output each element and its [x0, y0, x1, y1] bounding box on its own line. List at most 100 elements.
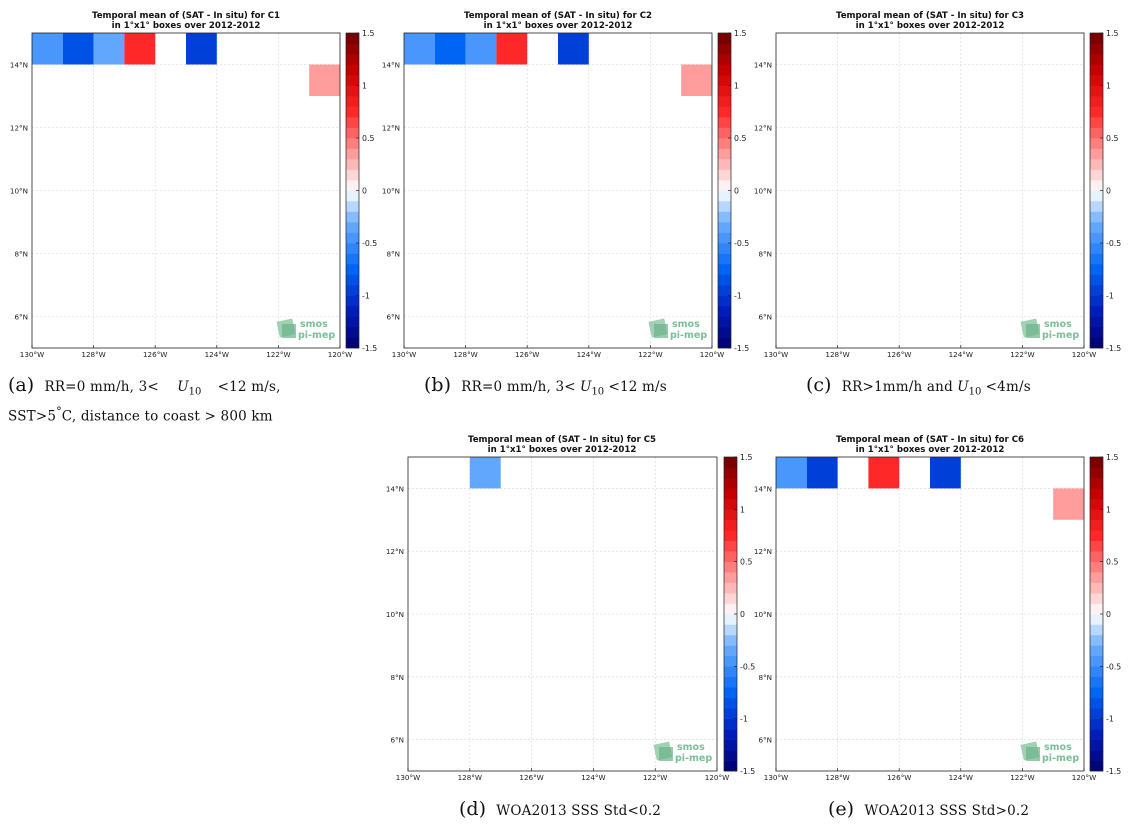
- x-tick-label: 124°W: [949, 773, 973, 782]
- colorbar-segment: [1090, 43, 1103, 55]
- colorbar-tick-label: 1: [734, 82, 739, 91]
- colorbar-segment: [724, 739, 737, 751]
- y-tick-label: 12°N: [386, 547, 404, 556]
- colorbar-segment: [1090, 457, 1103, 468]
- colorbar-segment: [1090, 201, 1103, 212]
- colorbar-segment: [718, 316, 731, 328]
- x-tick-label: 124°W: [949, 350, 973, 359]
- colorbar-segment: [718, 43, 731, 55]
- colorbar-segment: [1090, 634, 1103, 646]
- logo-mark-inner: [282, 324, 296, 338]
- colorbar-segment: [1090, 467, 1103, 479]
- colorbar-segment: [718, 327, 731, 338]
- data-cell: [124, 33, 156, 65]
- colorbar-tick-label: 1.5: [1106, 453, 1118, 462]
- x-tick-label: 124°W: [581, 773, 605, 782]
- colorbar-segment: [718, 274, 731, 286]
- plot-frame: [31, 32, 341, 349]
- colorbar-segment: [1090, 316, 1103, 328]
- y-tick-label: 14°N: [10, 61, 28, 70]
- data-cell: [434, 33, 466, 65]
- map-panel-1: Temporal mean of (SAT - In situ) for C1i…: [10, 11, 377, 359]
- colorbar-segment: [718, 75, 731, 86]
- colorbar-tick-label: 1: [1106, 82, 1111, 91]
- data-cell: [776, 457, 807, 489]
- data-cell: [32, 33, 63, 65]
- logo-mark-inner: [1026, 324, 1040, 338]
- x-tick-label: 128°W: [453, 350, 477, 359]
- colorbar-segment: [724, 750, 737, 761]
- colorbar-segment: [724, 624, 737, 636]
- colorbar-segment: [718, 159, 731, 170]
- colorbar-segment: [718, 253, 731, 265]
- colorbar-tick-label: 0.5: [362, 134, 374, 143]
- colorbar-segment: [1090, 498, 1103, 510]
- y-tick-label: 8°N: [386, 250, 400, 259]
- colorbar-segment: [1090, 295, 1103, 307]
- colorbar-segment: [1090, 306, 1103, 317]
- data-cell: [404, 33, 435, 65]
- colorbar-segment: [718, 180, 731, 191]
- colorbar-segment: [724, 488, 737, 500]
- colorbar-segment: [346, 138, 359, 149]
- colorbar-segment: [718, 285, 731, 296]
- colorbar-segment: [346, 180, 359, 191]
- data-cell: [465, 33, 497, 65]
- colorbar-segment: [718, 222, 731, 233]
- data-cell: [558, 33, 589, 65]
- data-cell: [930, 457, 961, 489]
- caption-e-label: (e): [828, 798, 855, 820]
- colorbar-segment: [1090, 655, 1103, 667]
- colorbar-tick-label: 0: [362, 187, 367, 196]
- colorbar-segment: [346, 43, 359, 55]
- panel-subtitle: in 1°x1° boxes over 2012-2012: [856, 445, 1005, 455]
- colorbar-segment: [346, 295, 359, 307]
- map-panel-2: Temporal mean of (SAT - In situ) for C2i…: [382, 11, 749, 359]
- colorbar-tick-label: -0.5: [734, 239, 749, 248]
- x-tick-label: 120°W: [705, 773, 729, 782]
- x-tick-label: 130°W: [764, 773, 788, 782]
- x-tick-label: 126°W: [515, 350, 539, 359]
- colorbar-segment: [724, 603, 737, 615]
- colorbar-segment: [1090, 561, 1103, 573]
- colorbar-segment: [1090, 519, 1103, 531]
- colorbar-segment: [1090, 676, 1103, 688]
- x-tick-label: 120°W: [1072, 773, 1096, 782]
- colorbar-segment: [1090, 159, 1103, 170]
- colorbar-tick-label: 1: [740, 505, 745, 514]
- colorbar-segment: [718, 106, 731, 118]
- colorbar: -1.5 -1 -0.5 0 0.5 1 1.5: [1089, 29, 1121, 353]
- y-tick-label: 14°N: [382, 61, 400, 70]
- colorbar-segment: [718, 54, 731, 65]
- colorbar-segment: [1090, 75, 1103, 86]
- colorbar-segment: [718, 127, 731, 139]
- colorbar-segment: [724, 729, 737, 740]
- colorbar-segment: [346, 64, 359, 76]
- colorbar-segment: [724, 498, 737, 510]
- logo-text-smos: smos: [300, 319, 328, 330]
- colorbar-segment: [1090, 190, 1103, 202]
- colorbar-segment: [724, 593, 737, 604]
- colorbar-segment: [1090, 718, 1103, 730]
- colorbar-segment: [724, 614, 737, 625]
- y-tick-label: 6°N: [14, 313, 28, 322]
- x-tick-label: 128°W: [825, 773, 849, 782]
- colorbar-segment: [346, 306, 359, 317]
- colorbar-segment: [724, 540, 737, 552]
- logo-text-pimep: pi-mep: [670, 330, 707, 341]
- map-panel-3: Temporal mean of (SAT - In situ) for C3i…: [754, 11, 1121, 359]
- colorbar-tick-label: 0.5: [740, 558, 752, 567]
- y-tick-label: 10°N: [10, 187, 28, 196]
- y-tick-label: 10°N: [386, 610, 404, 619]
- logo-mark-inner: [659, 747, 673, 761]
- colorbar-tick-label: -1: [1106, 715, 1114, 724]
- y-tick-label: 8°N: [758, 250, 772, 259]
- colorbar-segment: [1090, 603, 1103, 615]
- x-tick-label: 128°W: [81, 350, 105, 359]
- data-cell: [681, 64, 712, 96]
- colorbar-segment: [1090, 624, 1103, 636]
- logo-text-pimep: pi-mep: [1042, 330, 1079, 341]
